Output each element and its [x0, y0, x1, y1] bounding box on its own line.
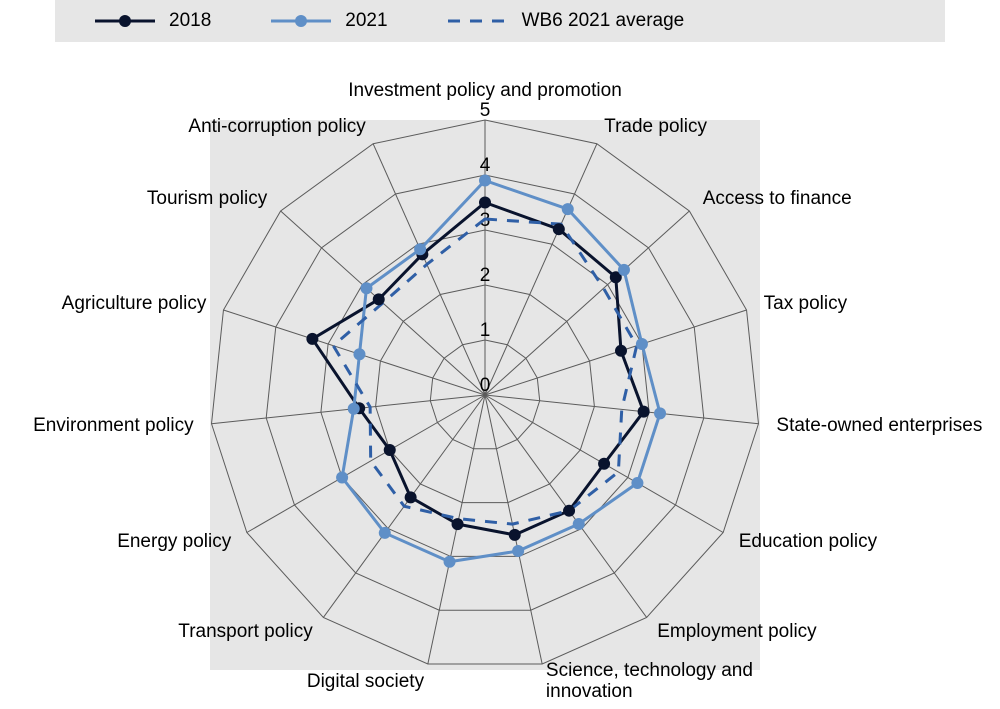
series-marker-s2021 — [360, 282, 372, 294]
axis-label: Employment policy — [657, 621, 816, 643]
series-line-s2018 — [312, 203, 643, 535]
tick-label: 5 — [480, 100, 491, 121]
axis-label: Digital society — [307, 671, 424, 693]
series-marker-s2021 — [573, 518, 585, 530]
series-marker-s2018 — [384, 444, 396, 456]
tick-label: 0 — [480, 375, 491, 396]
axis-label: Tourism policy — [147, 188, 267, 210]
series-marker-s2021 — [479, 175, 491, 187]
series-marker-s2021 — [348, 403, 360, 415]
axis-label: Agriculture policy — [62, 294, 207, 316]
series-marker-s2018 — [598, 458, 610, 470]
axis-label: Environment policy — [33, 415, 194, 437]
axis-label: Anti-corruption policy — [188, 116, 365, 138]
chart-container: 2018 2021 WB6 2021 average 012345 Invest… — [0, 0, 1000, 709]
series-marker-s2018 — [509, 529, 521, 541]
series-marker-s2018 — [373, 293, 385, 305]
axis-label: Education policy — [739, 531, 877, 553]
series-marker-s2021 — [618, 264, 630, 276]
series-line-s2021 — [342, 181, 660, 562]
series-marker-s2021 — [379, 527, 391, 539]
series-marker-s2018 — [638, 406, 650, 418]
radar-chart: 012345 — [0, 0, 1000, 709]
series-marker-s2021 — [654, 407, 666, 419]
axis-label: Transport policy — [178, 621, 312, 643]
axis-label: State-owned enterprises — [776, 415, 982, 437]
series-marker-s2021 — [562, 203, 574, 215]
axis-label: Science, technology and innovation — [546, 660, 753, 704]
series-marker-s2021 — [631, 477, 643, 489]
radar-series — [306, 175, 666, 568]
series-marker-s2021 — [636, 338, 648, 350]
axis-label: Investment policy and promotion — [348, 80, 622, 102]
series-marker-s2018 — [452, 518, 464, 530]
tick-label: 2 — [480, 265, 491, 286]
series-marker-s2018 — [479, 197, 491, 209]
series-marker-s2018 — [553, 223, 565, 235]
axis-label: Access to finance — [703, 188, 852, 210]
series-marker-s2021 — [512, 545, 524, 557]
axis-label: Energy policy — [117, 531, 231, 553]
grid-spoke — [485, 144, 597, 395]
tick-label: 1 — [480, 320, 491, 341]
series-marker-s2021 — [336, 472, 348, 484]
axis-label: Tax policy — [764, 294, 847, 316]
series-marker-s2018 — [563, 505, 575, 517]
series-marker-s2021 — [444, 556, 456, 568]
series-marker-s2018 — [306, 333, 318, 345]
series-marker-s2018 — [405, 491, 417, 503]
series-marker-s2021 — [353, 348, 365, 360]
series-marker-s2021 — [414, 243, 426, 255]
series-marker-s2018 — [615, 345, 627, 357]
grid-spoke — [485, 211, 689, 395]
axis-label: Trade policy — [604, 116, 707, 138]
tick-label: 4 — [480, 155, 491, 176]
